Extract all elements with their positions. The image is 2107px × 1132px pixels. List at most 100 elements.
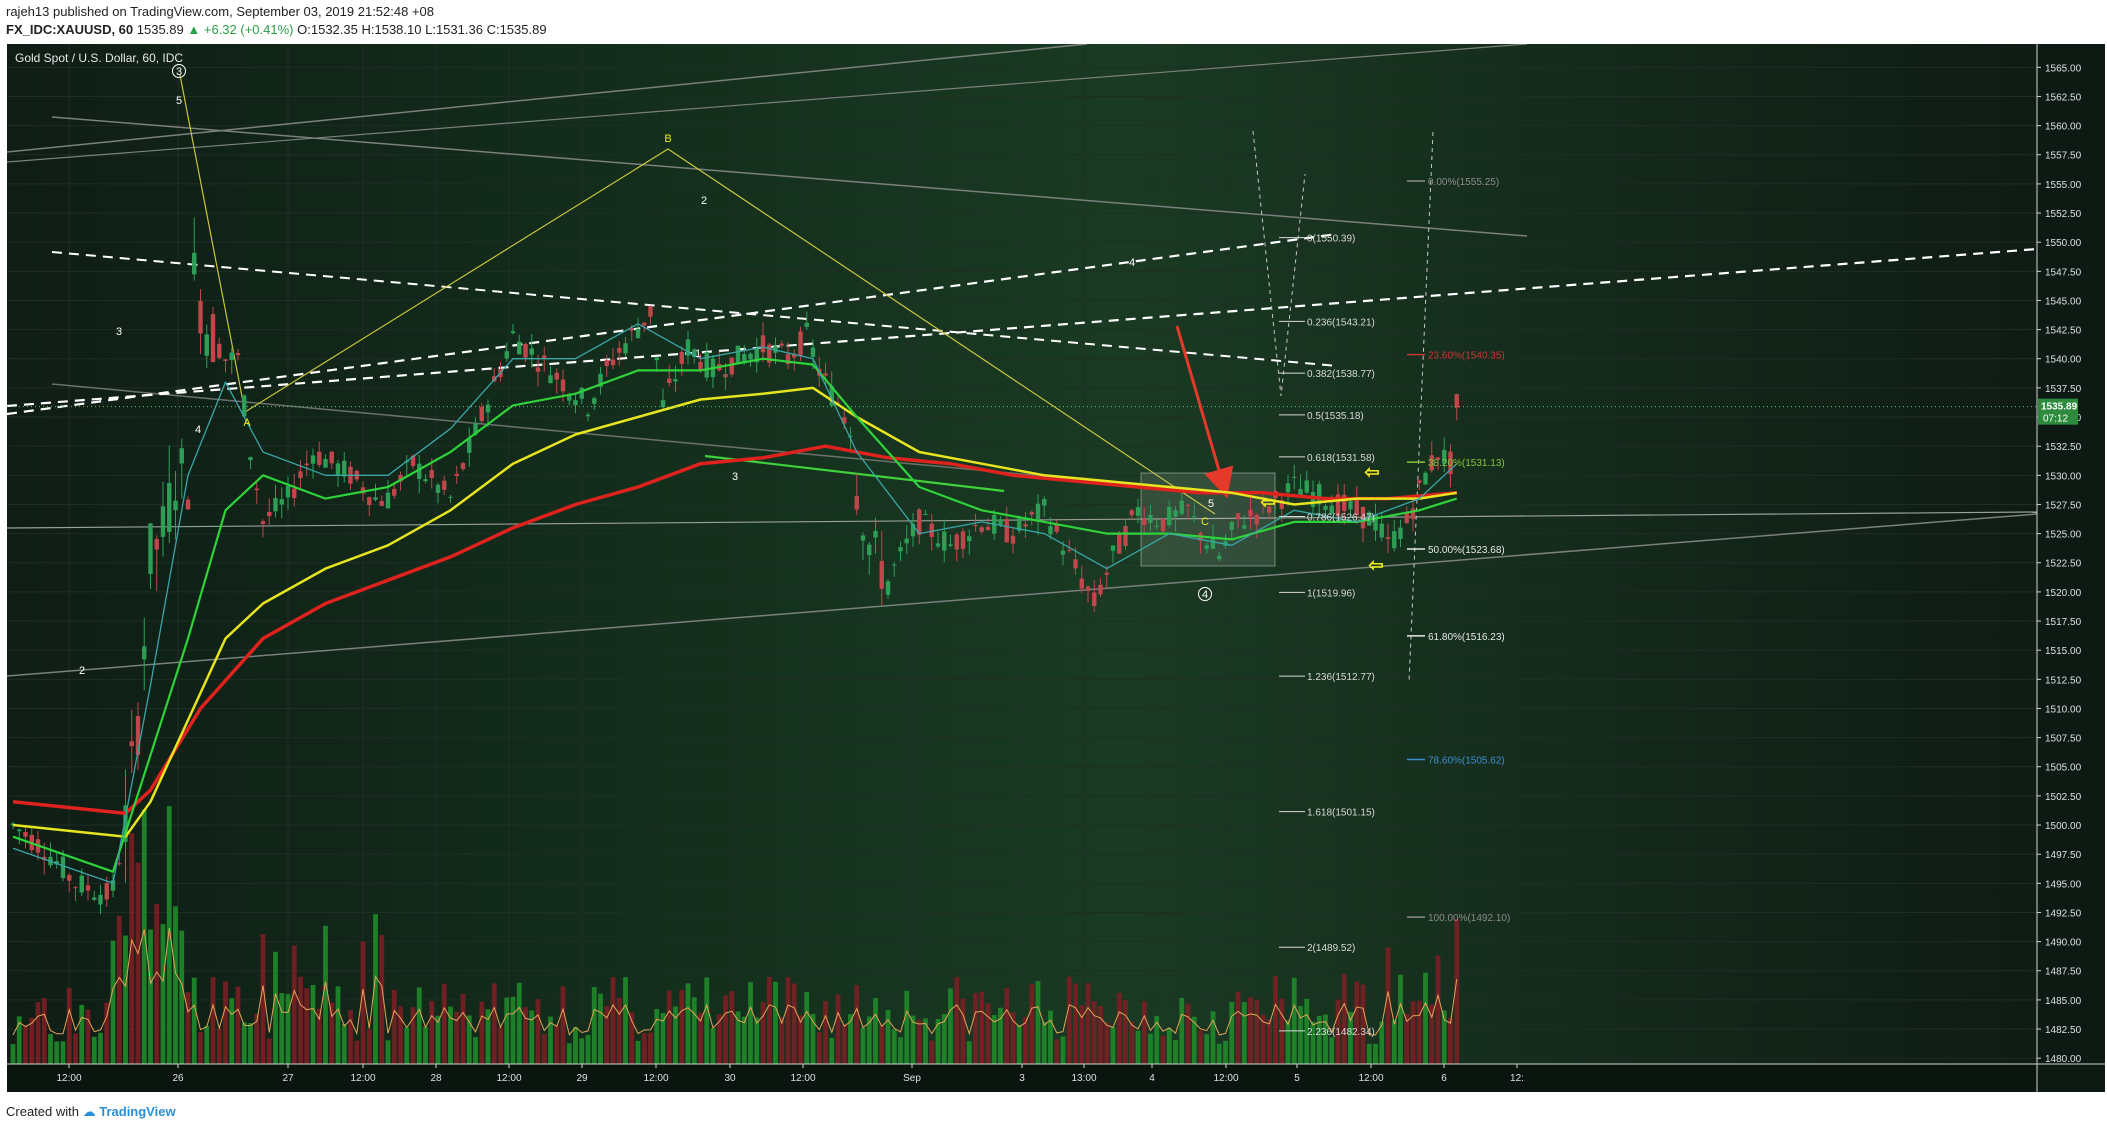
candle-body (767, 344, 772, 363)
price-tick-label: 1547.50 (2045, 267, 2082, 278)
candle-body (1292, 476, 1297, 478)
price-tick-label: 1490.00 (2045, 938, 2082, 949)
candle-body (373, 497, 378, 500)
tradingview-brand-link[interactable]: TradingView (99, 1104, 176, 1119)
candle-body (17, 829, 22, 832)
time-tick-label: 12:00 (1358, 1073, 1383, 1084)
volume-bar (1204, 1034, 1210, 1064)
candle-body (1442, 449, 1447, 464)
trend-lines (6, 43, 2038, 683)
volume-bar (1423, 972, 1428, 1064)
candle-body (1085, 586, 1091, 591)
volume-bar (1079, 1005, 1085, 1064)
candle-body (517, 341, 522, 355)
price-tick-label: 1515.00 (2045, 646, 2082, 657)
volume-bar (1373, 1043, 1378, 1064)
volume-bar (835, 994, 841, 1064)
axes: 1565.001562.501560.001557.501555.001552.… (7, 44, 2105, 1092)
volume-bar (1154, 1015, 1160, 1064)
candle-body (542, 355, 547, 359)
volume-bar (1216, 1043, 1222, 1064)
candle-body (1104, 572, 1109, 575)
candle-body (1148, 514, 1153, 523)
candle-body (260, 521, 266, 524)
volume-bar (1035, 981, 1041, 1064)
volume-bar (1391, 1020, 1397, 1064)
volume-bar (729, 991, 735, 1064)
fib-ext-label: 0.618(1531.58) (1307, 453, 1375, 464)
volume-bar (1148, 1033, 1153, 1064)
candle-body (1023, 524, 1028, 527)
candle-body (1029, 511, 1034, 515)
volume-bar (516, 982, 522, 1064)
trendline-descending (51, 116, 1528, 237)
candle-body (229, 352, 234, 361)
volume-bar (454, 1011, 460, 1064)
created-with-text: Created with (6, 1104, 79, 1119)
publish-header: rajeh13 published on TradingView.com, Se… (0, 0, 2107, 44)
candle-body (98, 894, 103, 905)
volume-bar (1010, 1012, 1016, 1064)
candle-body (210, 314, 216, 363)
volume-bar (1323, 1014, 1328, 1064)
candle-body (704, 352, 709, 378)
price-tick-label: 1502.50 (2045, 792, 2082, 803)
candle-body (423, 479, 428, 482)
time-tick-label: 29 (576, 1073, 588, 1084)
volume-bar (460, 993, 466, 1064)
candle-body (267, 511, 272, 517)
volume-bar (548, 1016, 553, 1064)
price-tick-label: 1532.50 (2045, 442, 2082, 453)
volume-bar (891, 1029, 897, 1064)
volume-bar (1054, 1039, 1060, 1064)
price-tick-label: 1560.00 (2045, 122, 2082, 133)
candle-body (867, 544, 872, 556)
volume-bar (148, 929, 153, 1064)
candle-body (1404, 511, 1409, 523)
volume-bar (910, 1015, 916, 1064)
candle-body (748, 353, 753, 360)
volume-bar (223, 981, 228, 1064)
ema-red-line (12, 444, 1457, 816)
candle-body (198, 300, 203, 334)
fib-ext-label: 1.236(1512.77) (1307, 672, 1375, 683)
volume-bar (860, 1027, 866, 1064)
volume-bar (398, 1006, 403, 1064)
volume-bar (1110, 1027, 1116, 1064)
wave-label-2b: 2 (701, 195, 707, 207)
author-link[interactable]: rajeh13 (6, 4, 50, 19)
candle-body (85, 885, 91, 891)
candle-body (410, 455, 416, 466)
candle-body (698, 361, 703, 370)
wave-abc-path (179, 74, 1216, 515)
volume-bar (716, 1014, 722, 1064)
time-tick-label: 12:00 (643, 1073, 668, 1084)
volume-bar (354, 1040, 360, 1064)
candle-body (1035, 503, 1041, 521)
candle-body (304, 463, 309, 466)
chart-panel[interactable]: 3 4 5 4 3 2 A B C 1 2 3 4 5 ⇦ ⇦ ⇦ 0(1550.39) 0.236(1543.2… (6, 43, 2105, 1092)
wave-label-4: 4 (195, 424, 201, 436)
price-chart[interactable]: 3 4 5 4 3 2 A B C 1 2 3 4 5 ⇦ ⇦ ⇦ 0(1550.39) 0.236(1543.2… (6, 43, 2105, 1092)
volume-bar (98, 1032, 103, 1064)
candle-body (1173, 510, 1178, 517)
time-tick-label: 13:00 (1071, 1073, 1096, 1084)
candle-body (585, 414, 591, 417)
price-change: ▲ +6.32 (+0.41%) (187, 22, 294, 37)
volume-bar (279, 993, 285, 1064)
time-tick-label: 28 (430, 1073, 442, 1084)
volume-bar (1260, 1014, 1266, 1064)
candle-body (435, 484, 441, 493)
volume-bar (935, 1019, 941, 1064)
candle-body (323, 459, 328, 468)
candle-body (1317, 484, 1322, 505)
price-tick-label: 1512.50 (2045, 675, 2082, 686)
candle-body (1185, 504, 1191, 506)
candle-body (823, 373, 828, 376)
volume-bar (1360, 984, 1366, 1064)
grid (7, 44, 2037, 1064)
volume-bar (735, 1011, 741, 1064)
volume-bar (416, 987, 422, 1064)
publish-line: rajeh13 published on TradingView.com, Se… (6, 4, 434, 19)
volume-bar (260, 934, 266, 1064)
